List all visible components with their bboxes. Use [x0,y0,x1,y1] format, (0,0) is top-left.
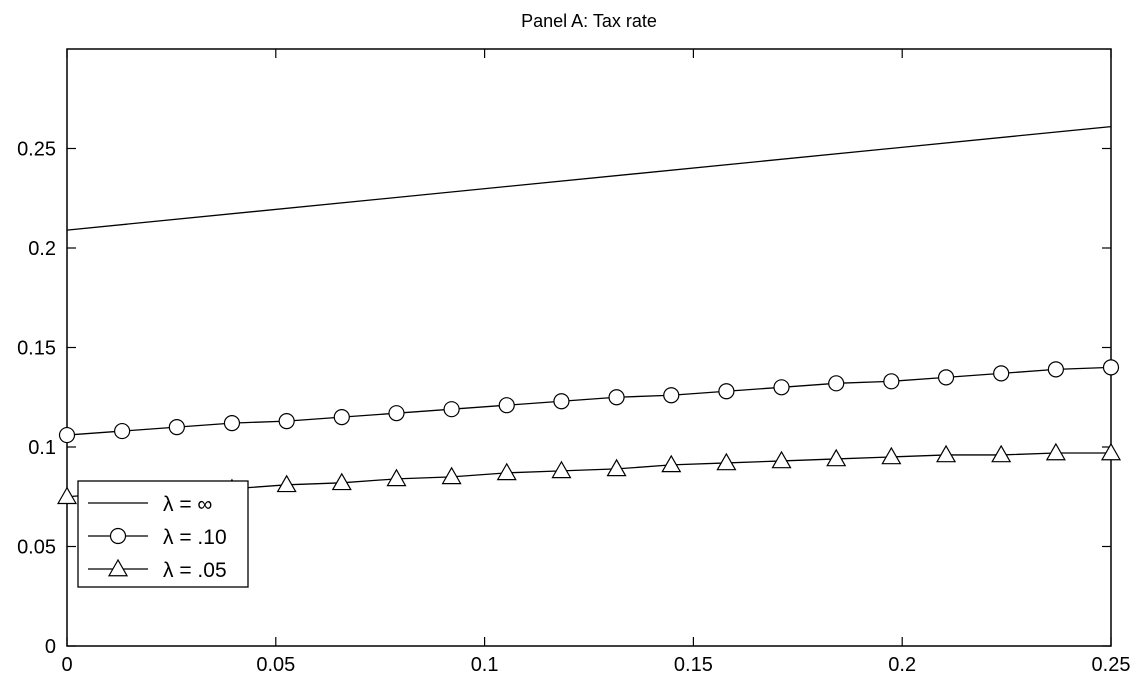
data-point [278,413,295,430]
data-point [606,458,627,477]
data-point [661,454,682,473]
data-point [773,379,790,396]
data-point [1045,442,1066,461]
series-1 [58,359,1120,444]
data-point [826,448,847,467]
data-point [663,387,680,404]
x-tick-label: 0.1 [471,654,499,676]
chart-title: Panel A: Tax rate [521,11,657,31]
data-point [553,393,570,410]
data-point [388,405,405,422]
data-point [993,365,1010,382]
data-point [828,375,845,392]
data-point [937,369,955,386]
data-point [551,460,572,479]
series-0 [66,125,1112,231]
legend: λ = ∞ λ = .10 λ = .05 [77,480,249,588]
data-point [223,415,241,432]
data-point [718,383,735,400]
axis-ticks: 0 0.05 0.1 0.15 0.2 0.25 0 0.05 0.1 0.15 0.2 0.25 [17,49,1130,676]
data-point [771,450,792,469]
legend-label: λ = ∞ [163,493,212,516]
series-layer [56,125,1122,505]
data-point [58,426,76,444]
data-point [56,486,78,505]
legend-item: λ = ∞ [88,493,212,516]
legend-label: λ = .10 [163,526,227,549]
data-point [443,401,460,418]
data-point [331,472,352,491]
data-point [608,389,625,406]
legend-label: λ = .05 [163,559,227,582]
data-point [883,373,900,390]
series-line [66,366,1112,436]
data-point [333,409,350,426]
data-point [386,468,407,487]
legend-item: λ = .10 [88,526,227,549]
x-tick-label: 0 [61,654,72,676]
data-point [1047,361,1064,378]
data-point [168,419,185,436]
y-tick-label: 0 [45,636,56,658]
y-tick-label: 0.05 [17,537,56,559]
data-point [114,422,131,440]
legend-item: λ = .05 [88,558,227,582]
data-point [1100,442,1122,461]
data-point [1102,359,1120,376]
data-point [496,462,517,481]
x-tick-label: 0.15 [674,654,713,676]
series-line [66,125,1112,231]
x-tick-label: 0.25 [1092,654,1131,676]
y-tick-label: 0.15 [17,338,56,360]
data-point [441,466,462,485]
legend-marker [107,558,129,577]
y-tick-label: 0.2 [28,238,56,260]
legend-marker [109,527,127,545]
y-tick-label: 0.1 [28,437,56,459]
data-point [498,397,515,414]
data-point [936,444,957,463]
data-point [276,474,297,493]
x-tick-label: 0.2 [888,654,916,676]
data-point [716,452,737,471]
data-point [991,444,1012,463]
y-tick-label: 0.25 [17,139,56,161]
data-point [881,446,902,465]
x-tick-label: 0.05 [256,654,295,676]
